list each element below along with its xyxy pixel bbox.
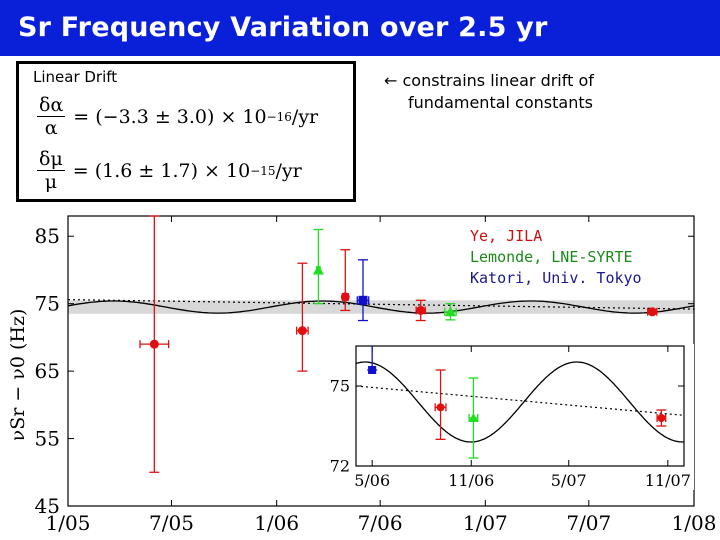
alpha-drift-unit: /yr [291, 105, 319, 128]
frequency-chart: 1/05 7/05 1/06 7/06 1/07 7/07 1/08 45 55 65 75 85 5/… [35, 215, 717, 535]
linear-drift-label: Linear Drift [33, 68, 118, 86]
legend-item-jila: Ye, JILA [470, 227, 543, 245]
inset-sinusoidal-fit [355, 361, 684, 443]
alpha-numerator: δα [37, 94, 66, 117]
inset-x-tick-label: 11/07 [645, 471, 691, 490]
main-x-tick-label: 1/08 [672, 511, 717, 535]
main-x-tick-label: 7/06 [358, 511, 403, 535]
inset-x-tick-label: 5/06 [354, 471, 390, 490]
alpha-drift-exponent: −16 [266, 109, 292, 124]
inset-frame [355, 345, 685, 467]
note-line-1: constrains linear drift of [402, 71, 594, 90]
main-point-square [358, 295, 368, 305]
main-point-circle [340, 292, 350, 302]
main-point-circle [647, 307, 657, 317]
y-axis-label: νSr − ν0 (Hz) [7, 310, 29, 440]
main-sinusoidal-fit [67, 300, 695, 314]
main-y-tick-label: 45 [35, 494, 60, 518]
main-y-tick-label: 65 [35, 359, 60, 383]
main-x-tick-label: 1/06 [254, 511, 299, 535]
alpha-drift-value: = (−3.3 ± 3.0) × 10 [73, 105, 267, 128]
main-uncertainty-band [68, 300, 694, 314]
left-arrow-icon: ← [384, 71, 398, 90]
main-linear-fit [67, 299, 695, 310]
linear-drift-box: Linear Drift δα α = (−3.3 ± 3.0) × 10 −16… [16, 61, 356, 202]
y-axis-label-text: νSr − ν0 (Hz) [7, 310, 29, 440]
main-point-circle [149, 339, 159, 349]
main-point-triangle [312, 264, 324, 275]
main-point-circle [416, 305, 426, 315]
inset-point-square [368, 366, 377, 374]
inset-y-tick-label: 72 [330, 457, 350, 476]
alpha-denominator: α [44, 117, 58, 139]
inset-panel: 5/06 11/06 5/07 11/07 72 75 [330, 345, 691, 490]
slide-title: Sr Frequency Variation over 2.5 yr [18, 12, 548, 43]
legend-item-syrte: Lemonde, LNE-SYRTE [470, 248, 633, 266]
mu-drift-equation: δμ μ = (1.6 ± 1.7) × 10 −15/yr [37, 148, 302, 193]
mu-numerator: δμ [37, 148, 65, 171]
main-x-tick-label: 7/05 [149, 511, 194, 535]
inset-x-tick-label: 5/07 [551, 471, 587, 490]
inset-point-triangle [468, 413, 479, 422]
main-point-triangle [444, 306, 456, 317]
alpha-fraction: δα α [37, 94, 66, 139]
inset-background [322, 344, 694, 490]
inset-y-tick-label: 75 [330, 377, 350, 396]
main-x-tick-label: 1/07 [463, 511, 508, 535]
main-x-tick-label: 1/05 [46, 511, 91, 535]
note-line-2: fundamental constants [408, 93, 593, 112]
main-x-tick-label: 7/07 [566, 511, 611, 535]
legend-item-tokyo: Katori, Univ. Tokyo [470, 269, 642, 287]
mu-drift-value: = (1.6 ± 1.7) × 10 [72, 159, 251, 182]
inset-point-circle [657, 414, 666, 422]
drift-note: ← constrains linear drift of fundamental… [384, 70, 594, 114]
title-bar: Sr Frequency Variation over 2.5 yr [0, 0, 720, 56]
main-y-tick-label: 85 [35, 224, 60, 248]
mu-denominator: μ [44, 171, 58, 193]
inset-point-circle [436, 403, 445, 412]
mu-drift-unit: /yr [275, 159, 302, 182]
mu-drift-exponent: −15 [250, 163, 276, 178]
main-panel: 1/05 7/05 1/06 7/06 1/07 7/07 1/08 45 55 65 75 85 [35, 215, 717, 535]
main-y-tick-label: 75 [35, 292, 60, 316]
inset-x-tick-label: 11/06 [448, 471, 494, 490]
main-y-tick-label: 55 [35, 427, 60, 451]
legend: Ye, JILA Lemonde, LNE-SYRTE Katori, Univ… [470, 226, 642, 289]
main-point-circle [297, 326, 307, 336]
mu-fraction: δμ μ [37, 148, 65, 193]
alpha-drift-equation: δα α = (−3.3 ± 3.0) × 10 −16/yr [37, 94, 318, 139]
